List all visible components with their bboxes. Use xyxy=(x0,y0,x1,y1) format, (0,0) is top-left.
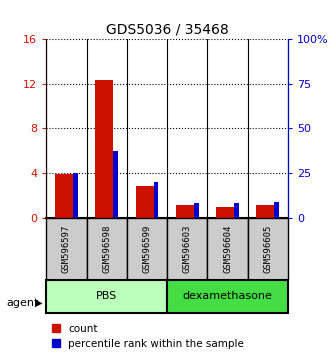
Text: GSM596598: GSM596598 xyxy=(102,224,111,273)
Bar xyxy=(274,202,279,218)
Bar xyxy=(127,218,167,280)
Text: GSM596604: GSM596604 xyxy=(223,224,232,273)
Text: dexamethasone: dexamethasone xyxy=(183,291,272,302)
Bar xyxy=(87,218,127,280)
Bar xyxy=(95,80,114,218)
Text: GSM596603: GSM596603 xyxy=(183,224,192,273)
Bar xyxy=(73,173,78,218)
Text: agent: agent xyxy=(7,298,39,308)
Legend: count, percentile rank within the sample: count, percentile rank within the sample xyxy=(52,324,244,349)
Bar xyxy=(46,280,167,313)
Bar xyxy=(167,280,288,313)
Text: PBS: PBS xyxy=(96,291,118,302)
Text: GSM596597: GSM596597 xyxy=(62,224,71,273)
Bar xyxy=(234,202,239,218)
Bar xyxy=(154,182,159,218)
Title: GDS5036 / 35468: GDS5036 / 35468 xyxy=(106,22,228,36)
Text: GSM596599: GSM596599 xyxy=(143,224,152,273)
Bar xyxy=(114,151,118,218)
Bar xyxy=(55,174,73,218)
Bar xyxy=(176,205,194,218)
Text: GSM596605: GSM596605 xyxy=(263,224,272,273)
Bar xyxy=(167,218,208,280)
Bar xyxy=(256,205,274,218)
Bar xyxy=(135,187,154,218)
Text: ▶: ▶ xyxy=(35,298,42,308)
Bar xyxy=(208,218,248,280)
Bar xyxy=(194,204,199,218)
Bar xyxy=(248,218,288,280)
Bar xyxy=(46,218,87,280)
Bar xyxy=(216,206,234,218)
